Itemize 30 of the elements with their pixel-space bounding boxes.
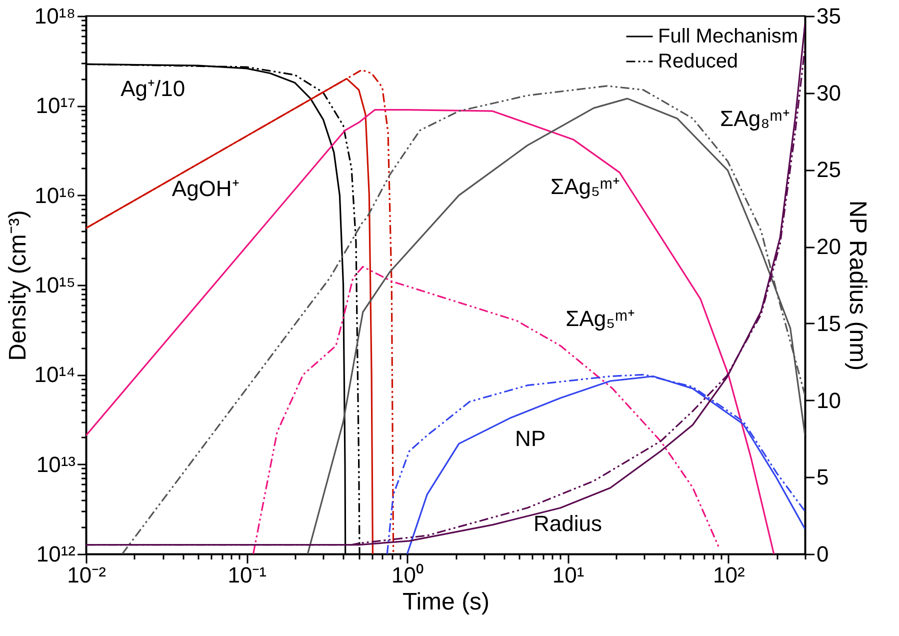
y-tick-label: 10¹³	[36, 452, 76, 477]
y2-tick-label: 35	[816, 4, 841, 28]
y2-tick-label: 15	[816, 310, 841, 336]
y2-axis-title: NP Radius (nm)	[844, 200, 871, 371]
y2-tick-label: 20	[816, 234, 841, 260]
x-tick-label: 10²	[712, 562, 745, 588]
annotation: ΣAg₈ᵐ⁺	[720, 106, 790, 131]
y2-tick-label: 0	[816, 542, 829, 566]
y-axis-title: Density (cm⁻³)	[4, 210, 32, 361]
annotation: NP	[515, 426, 546, 451]
annotation: ΣAg₅ᵐ⁺	[566, 306, 635, 331]
y-tick-label: 10¹⁸	[34, 4, 76, 28]
annotation: Radius	[533, 510, 602, 536]
y-tick-label: 10¹⁴	[34, 362, 76, 388]
y2-tick-label: 25	[816, 157, 841, 182]
y-tick-label: 10¹⁵	[34, 272, 76, 298]
annotation: Reduced	[658, 50, 738, 72]
annotation: ΣAg₅ᵐ⁺	[550, 174, 620, 200]
y2-tick-label: 10	[816, 388, 841, 413]
y2-tick-label: 5	[816, 464, 829, 490]
annotation: AgOH⁺	[172, 176, 239, 202]
y-tick-label: 10¹⁶	[34, 182, 76, 208]
x-tick-label: 10⁰	[391, 562, 424, 588]
x-tick-label: 10⁻¹	[228, 562, 266, 588]
annotation: Ag⁺/10	[120, 76, 186, 102]
y-tick-label: 10¹⁷	[36, 93, 76, 118]
annotation: Full Mechanism	[658, 26, 798, 48]
y2-tick-label: 30	[816, 80, 841, 106]
x-axis-title: Time (s)	[402, 588, 490, 616]
x-tick-label: 10¹	[552, 562, 584, 588]
